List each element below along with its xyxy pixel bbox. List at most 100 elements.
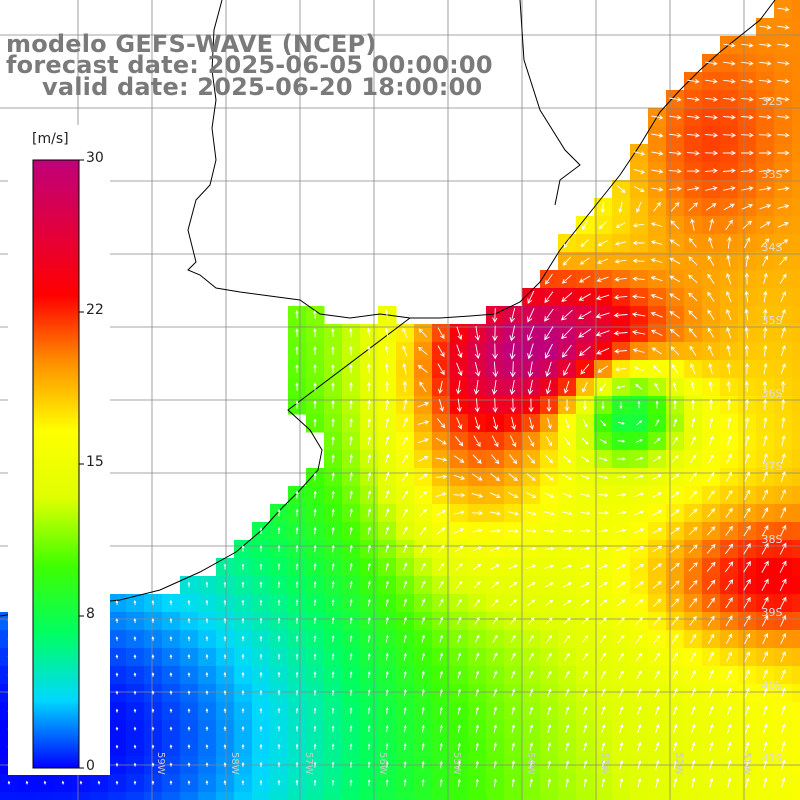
wind-arrow xyxy=(241,635,245,642)
wind-arrow xyxy=(527,361,534,378)
wind-arrow xyxy=(617,634,625,643)
wind-arrow xyxy=(561,344,572,358)
wind-arrow xyxy=(780,291,786,303)
wind-arrow xyxy=(707,490,715,500)
wind-arrow xyxy=(709,218,714,231)
wind-arrow xyxy=(115,618,119,623)
wind-arrow xyxy=(313,418,317,427)
wind-arrow xyxy=(596,276,609,283)
wind-arrow xyxy=(707,597,716,609)
wind-arrow xyxy=(475,688,480,697)
wind-arrow xyxy=(313,544,317,553)
wind-arrow xyxy=(508,492,519,498)
wind-arrow xyxy=(673,741,678,752)
wind-speed-cell xyxy=(720,792,739,800)
wind-arrow xyxy=(741,43,754,48)
wind-arrow xyxy=(744,344,750,357)
wind-arrow xyxy=(616,185,626,194)
wind-arrow xyxy=(672,436,678,445)
wind-arrow xyxy=(187,581,191,588)
wind-arrow xyxy=(651,151,664,156)
wind-arrow xyxy=(205,726,209,731)
wind-arrow xyxy=(366,345,371,356)
wind-arrow xyxy=(777,78,790,84)
wind-speed-cell xyxy=(360,792,379,800)
wind-arrow xyxy=(725,615,733,627)
wind-arrow xyxy=(493,742,497,751)
wind-arrow xyxy=(727,759,732,770)
wind-arrow xyxy=(618,201,623,214)
wind-arrow xyxy=(403,399,408,411)
wind-arrow xyxy=(277,689,281,696)
wind-arrow xyxy=(385,598,389,607)
wind-arrow xyxy=(241,779,245,786)
wind-speed-cell xyxy=(792,252,800,271)
wind-arrow xyxy=(277,581,281,588)
wind-arrow xyxy=(780,471,786,483)
wind-arrow xyxy=(654,688,660,698)
wind-arrow xyxy=(653,456,662,462)
wind-arrow xyxy=(223,726,227,732)
wind-speed-cell xyxy=(0,792,19,800)
wind-arrow xyxy=(670,509,680,517)
wind-arrow xyxy=(439,706,443,715)
lat-label: 35S xyxy=(762,314,783,327)
wind-arrow xyxy=(472,528,483,533)
wind-speed-cell xyxy=(792,126,800,145)
wind-arrow xyxy=(634,528,645,534)
wind-arrow xyxy=(652,545,663,553)
wind-arrow xyxy=(650,311,663,318)
wind-arrow xyxy=(313,382,317,391)
wind-arrow xyxy=(780,632,787,645)
wind-arrow xyxy=(419,508,427,517)
wind-arrow xyxy=(744,633,751,645)
wind-speed-cell xyxy=(792,666,800,685)
wind-arrow xyxy=(618,688,624,698)
wind-speed-cell xyxy=(792,630,800,649)
wind-arrow xyxy=(762,471,768,483)
wind-arrow xyxy=(652,492,663,498)
wind-arrow xyxy=(687,79,700,84)
wind-arrow xyxy=(259,527,263,534)
wind-arrow xyxy=(295,599,299,606)
wind-arrow xyxy=(780,614,787,627)
wind-arrow xyxy=(547,742,552,752)
wind-speed-cell xyxy=(792,378,800,397)
wind-arrow xyxy=(688,310,698,320)
wind-arrow xyxy=(509,307,516,323)
wind-arrow xyxy=(385,634,389,643)
wind-arrow xyxy=(565,724,570,734)
wind-arrow xyxy=(686,150,700,156)
wind-arrow xyxy=(763,759,768,770)
wind-arrow xyxy=(759,168,772,174)
lat-label: 39S xyxy=(762,606,783,619)
wind-arrow xyxy=(561,292,573,303)
wind-arrow xyxy=(526,546,537,551)
wind-arrow xyxy=(578,346,591,357)
wind-arrow xyxy=(618,706,624,716)
wind-arrow xyxy=(205,635,209,642)
wind-arrow xyxy=(780,327,786,339)
wind-arrow xyxy=(384,345,389,356)
wind-arrow xyxy=(614,276,627,282)
wind-arrow xyxy=(526,511,537,516)
wind-arrow xyxy=(385,399,390,410)
wind-arrow xyxy=(169,617,173,624)
wind-arrow xyxy=(474,634,480,643)
wind-arrow xyxy=(707,255,715,267)
wind-arrow xyxy=(780,705,786,716)
wind-arrow xyxy=(456,417,463,430)
wind-speed-cell xyxy=(792,774,800,793)
wind-arrow xyxy=(744,362,750,375)
wind-arrow xyxy=(453,474,466,480)
wind-arrow xyxy=(763,344,768,357)
wind-arrow xyxy=(581,437,589,445)
wind-arrow xyxy=(115,654,119,659)
wind-arrow xyxy=(689,454,697,464)
wind-arrow xyxy=(438,598,444,607)
wind-arrow xyxy=(259,689,263,696)
wind-arrow xyxy=(241,581,245,588)
wind-arrow xyxy=(690,723,696,734)
wind-arrow xyxy=(727,741,732,752)
wind-arrow xyxy=(473,380,480,395)
